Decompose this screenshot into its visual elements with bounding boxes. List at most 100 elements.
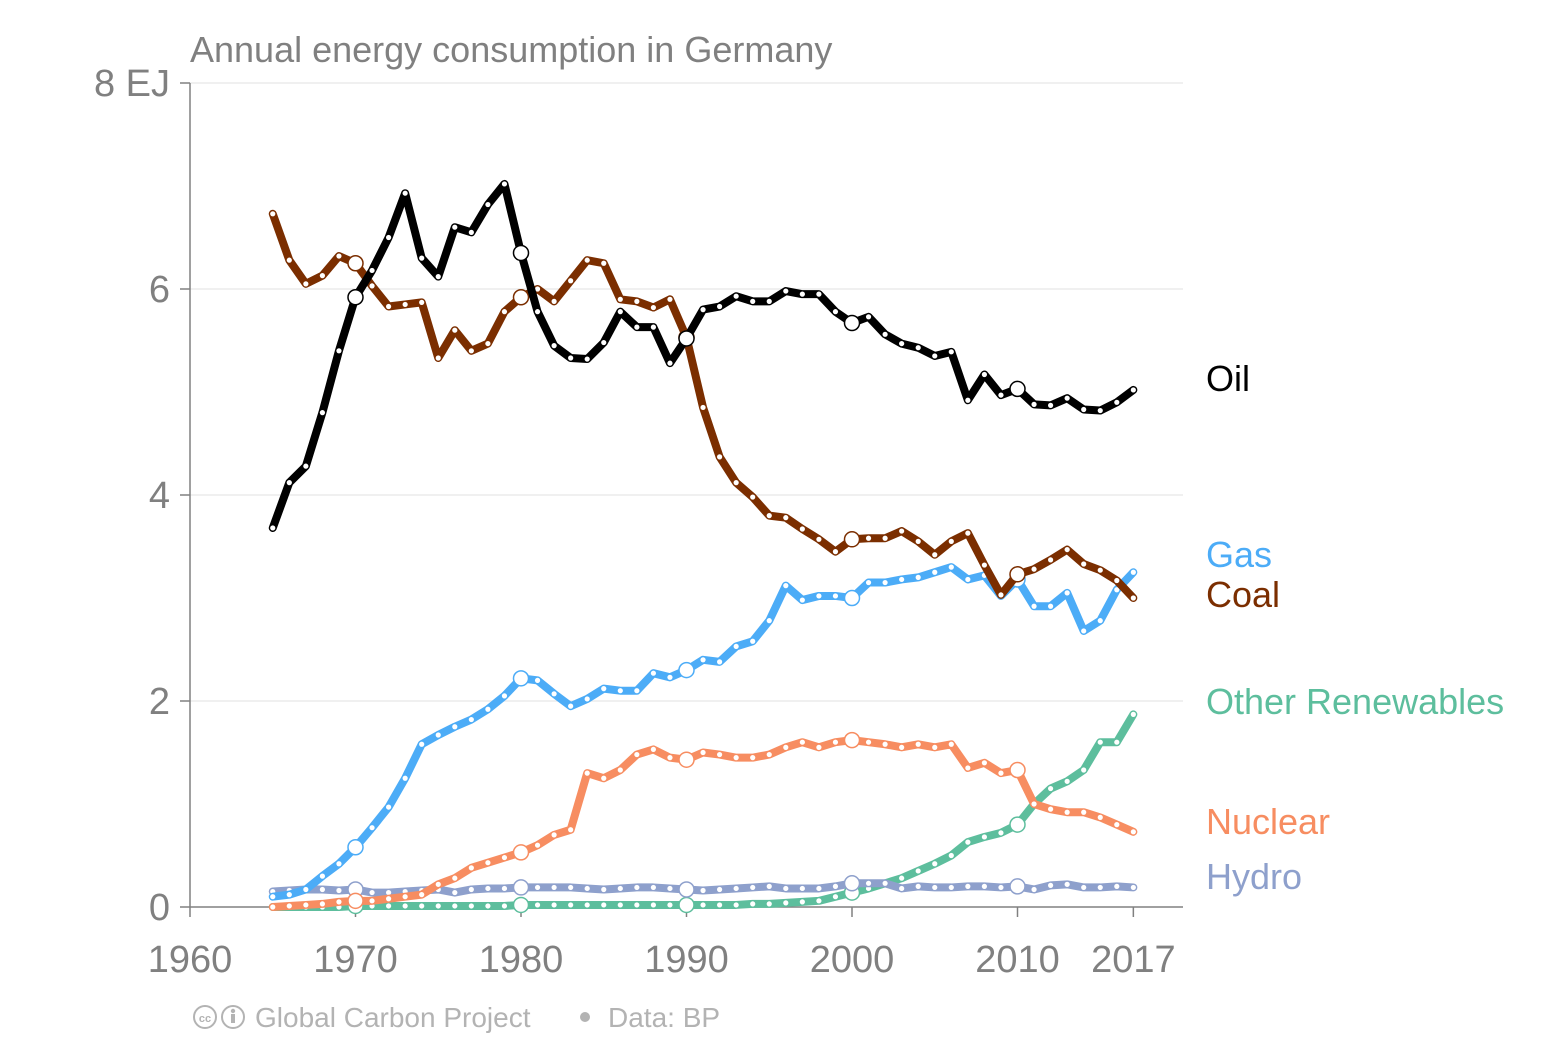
gas-point	[419, 741, 425, 747]
coal-point	[882, 535, 888, 541]
gas-point	[584, 696, 590, 702]
coal-point	[1130, 595, 1136, 601]
y-tick-label: 8 EJ	[94, 63, 170, 105]
footer: cc Global Carbon Project Data: BP	[193, 1002, 720, 1033]
coal-point	[369, 283, 375, 289]
nuclear-point	[816, 744, 822, 750]
oil-line	[268, 179, 1138, 532]
coal-point	[319, 273, 325, 279]
oil-point	[650, 324, 657, 330]
oil-point	[402, 190, 408, 196]
oil-point	[435, 274, 441, 280]
gas-point	[843, 589, 861, 607]
hydro-point	[717, 886, 723, 893]
nuclear-point	[882, 741, 888, 747]
nuclear-point	[981, 760, 988, 766]
gas-point	[948, 564, 954, 570]
nuclear-point	[336, 899, 342, 905]
coal-point	[1031, 566, 1037, 572]
x-tick-label: 2017	[1091, 939, 1176, 981]
coal-point	[512, 288, 530, 306]
gas-label: Gas	[1206, 534, 1272, 575]
coal-point	[534, 286, 541, 292]
other-renewables-point	[1130, 711, 1136, 717]
hydro-point	[1130, 884, 1136, 891]
other-renewables-point	[601, 902, 607, 908]
footer-credit: Global Carbon Project	[255, 1002, 531, 1033]
gas-point	[452, 724, 458, 730]
nuclear-point	[667, 755, 673, 761]
hydro-point	[733, 885, 739, 892]
gas-point	[899, 576, 905, 583]
gas-point	[750, 638, 756, 644]
nuclear-point	[733, 755, 739, 761]
nuclear-point	[998, 770, 1004, 776]
hydro-point	[485, 885, 491, 892]
oil-point	[1031, 401, 1037, 407]
other-renewables-point	[452, 903, 458, 909]
other-renewables-point	[419, 903, 425, 909]
hydro-point	[843, 875, 861, 892]
hydro-point	[369, 889, 375, 896]
attribution-icon	[221, 1005, 245, 1029]
gas-point	[568, 703, 574, 709]
nuclear-point	[1048, 806, 1054, 812]
oil-point	[568, 355, 574, 361]
coal-point	[700, 404, 706, 411]
nuclear-series	[268, 731, 1138, 911]
nuclear-point	[634, 751, 640, 758]
nuclear-point	[766, 751, 772, 758]
x-tick-label: 1980	[479, 939, 564, 981]
y-tick-label: 2	[149, 681, 170, 723]
oil-point	[882, 331, 888, 337]
oil-point	[1097, 407, 1103, 414]
coal-point	[948, 538, 954, 544]
coal-point	[584, 257, 590, 263]
gas-point	[1048, 603, 1054, 609]
other-renewables-point	[750, 901, 756, 907]
hydro-point	[981, 883, 988, 890]
oil-point	[468, 229, 474, 235]
nuclear-line	[268, 736, 1138, 911]
nuclear-point	[843, 731, 861, 749]
hydro-point	[865, 880, 872, 886]
coal-point	[1009, 566, 1026, 583]
nuclear-point	[717, 751, 723, 758]
oil-point	[998, 392, 1004, 398]
nuclear-point	[678, 751, 695, 768]
hydro-point	[915, 883, 921, 890]
hydro-point	[534, 884, 541, 891]
nuclear-point	[584, 770, 590, 776]
oil-point	[965, 397, 971, 403]
nuclear-point	[650, 746, 657, 753]
gas-series	[268, 563, 1138, 901]
nuclear-point	[965, 765, 971, 771]
coal-point	[270, 211, 276, 217]
gas-point	[551, 691, 557, 697]
coal-point	[402, 301, 408, 308]
nuclear-point	[832, 739, 839, 745]
nuclear-point	[948, 741, 954, 747]
oil-point	[369, 267, 375, 274]
hydro-point	[832, 883, 839, 890]
y-axis-ticks: 0 2 4 6 8 EJ	[94, 63, 190, 929]
coal-point	[766, 513, 772, 519]
other-renewables-point	[402, 903, 408, 909]
oil-point	[1081, 406, 1087, 413]
gas-point	[435, 732, 441, 738]
oil-point	[601, 339, 607, 346]
hydro-point	[816, 885, 822, 892]
coal-point	[899, 528, 905, 534]
coal-series	[268, 209, 1138, 602]
other-renewables-point	[534, 902, 541, 908]
nuclear-point	[932, 744, 938, 750]
coal-point	[1097, 567, 1103, 573]
hydro-point	[617, 885, 623, 892]
other-renewables-point	[667, 902, 673, 908]
gas-point	[783, 583, 789, 589]
gas-point	[1064, 590, 1070, 596]
gas-point	[915, 574, 921, 581]
other-renewables-point	[700, 902, 706, 908]
y-tick-label: 0	[149, 887, 170, 929]
